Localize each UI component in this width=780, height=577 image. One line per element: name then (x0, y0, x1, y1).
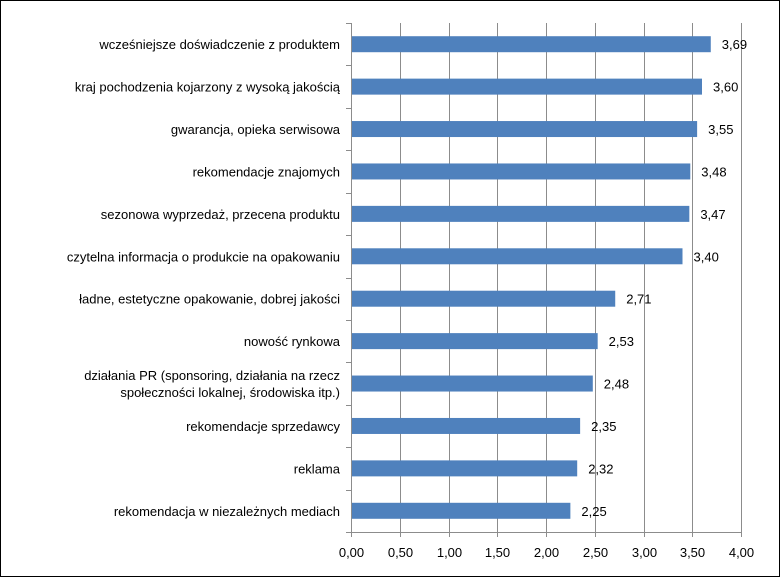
axes (346, 23, 742, 537)
x-tick-label: 4,00 (729, 545, 754, 560)
x-tick-label: 0,50 (388, 545, 413, 560)
x-tick-label: 1,50 (485, 545, 510, 560)
category-label: reklama (294, 461, 341, 476)
category-label-line: rekomendacja w niezależnych mediach (114, 504, 340, 519)
bar (351, 163, 690, 179)
category-label-line: działania PR (sponsoring, działania na r… (84, 368, 340, 383)
data-label: 2,32 (588, 461, 613, 476)
data-label: 2,35 (591, 419, 616, 434)
x-tick-label: 2,00 (534, 545, 559, 560)
data-label: 2,71 (626, 292, 651, 307)
category-label-line: rekomendacje znajomych (193, 164, 340, 179)
bar (351, 333, 598, 349)
category-label-line: rekomendacje sprzedawcy (186, 419, 340, 434)
data-label: 2,53 (609, 334, 634, 349)
data-label: 3,40 (694, 249, 719, 264)
category-label: działania PR (sponsoring, działania na r… (84, 368, 340, 400)
category-label-line: społeczności lokalnej, środowiska itp.) (120, 385, 340, 400)
category-label: kraj pochodzenia kojarzony z wysoką jako… (75, 80, 341, 95)
bar (351, 206, 689, 222)
category-label-line: gwarancja, opieka serwisowa (171, 122, 341, 137)
data-label: 3,47 (700, 207, 725, 222)
data-label: 3,48 (701, 164, 726, 179)
category-label-line: ładne, estetyczne opakowanie, dobrej jak… (79, 292, 340, 307)
category-label: rekomendacja w niezależnych mediach (114, 504, 340, 519)
bar (351, 460, 577, 476)
category-label-line: nowość rynkowa (244, 334, 341, 349)
bar (351, 79, 702, 95)
bar (351, 291, 615, 307)
category-label: ładne, estetyczne opakowanie, dobrej jak… (79, 292, 340, 307)
data-label: 3,60 (713, 80, 738, 95)
x-tick-label: 0,00 (339, 545, 364, 560)
bar (351, 121, 697, 137)
x-tick-label: 3,50 (680, 545, 705, 560)
grid-lines (401, 23, 742, 532)
x-tick-label: 3,00 (632, 545, 657, 560)
data-label: 3,55 (708, 122, 733, 137)
x-tick-label: 1,00 (437, 545, 462, 560)
bar (351, 248, 683, 264)
category-label: czytelna informacja o produkcie na opako… (67, 249, 340, 264)
category-label-line: czytelna informacja o produkcie na opako… (67, 249, 340, 264)
category-label: rekomendacje znajomych (193, 164, 340, 179)
category-label: wcześniejsze doświadczenie z produktem (98, 37, 340, 52)
category-label: gwarancja, opieka serwisowa (171, 122, 341, 137)
bars (351, 36, 711, 519)
data-label: 2,25 (581, 504, 606, 519)
category-label-line: sezonowa wyprzedaż, przecena produktu (101, 207, 340, 222)
category-label-line: kraj pochodzenia kojarzony z wysoką jako… (75, 80, 341, 95)
bar (351, 376, 593, 392)
category-label: sezonowa wyprzedaż, przecena produktu (101, 207, 340, 222)
bar (351, 36, 711, 52)
bar (351, 418, 580, 434)
data-label: 2,48 (604, 377, 629, 392)
data-label: 3,69 (722, 37, 747, 52)
x-tick-label: 2,50 (583, 545, 608, 560)
category-label: nowość rynkowa (244, 334, 341, 349)
category-label: rekomendacje sprzedawcy (186, 419, 340, 434)
category-label-line: reklama (294, 461, 341, 476)
category-label-line: wcześniejsze doświadczenie z produktem (98, 37, 340, 52)
bar (351, 503, 570, 519)
